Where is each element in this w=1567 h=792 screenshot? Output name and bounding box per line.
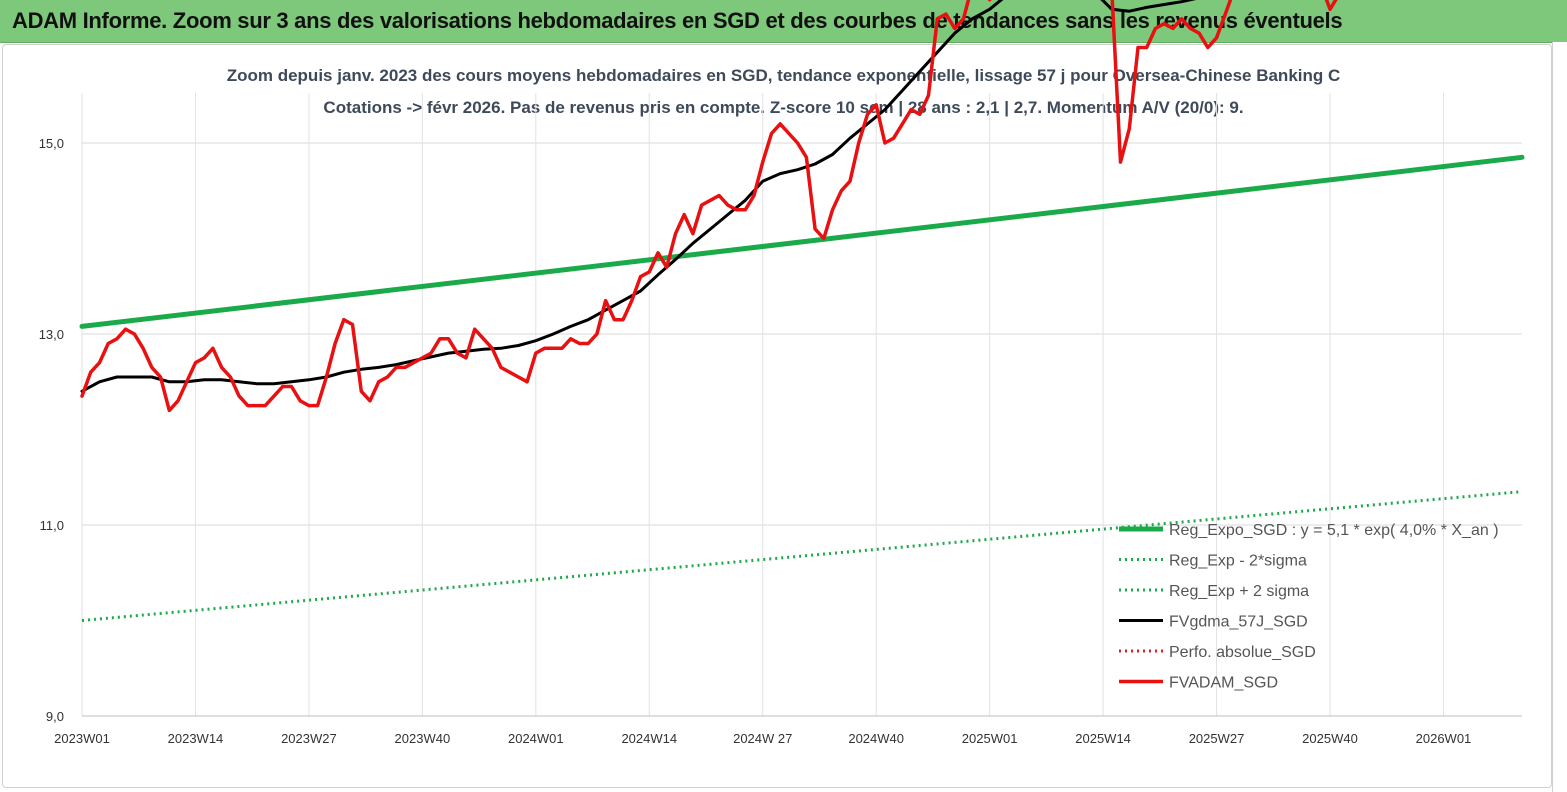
x-tick-label: 2023W40 (395, 731, 451, 746)
x-tick-label: 2025W14 (1075, 731, 1131, 746)
series-line (79, 154, 1525, 329)
series-line (80, 0, 1338, 413)
chart-grid (81, 93, 1522, 717)
report-banner: ADAM Informe. Zoom sur 3 ans des valoris… (0, 0, 1567, 43)
series-line (81, 490, 1523, 622)
y-tick-label: 15,0 (39, 136, 64, 151)
chart-legend: Reg_Expo_SGD : y = 5,1 * exp( 4,0% * X_a… (1119, 522, 1499, 692)
series-line (80, 0, 1197, 393)
legend-label: Reg_Exp + 2 sigma (1169, 583, 1309, 600)
x-axis-ticks: 2023W01 2023W14 2023W27 2023W40 2024W01 2024W… (54, 731, 1471, 746)
legend-label: Reg_Expo_SGD : y = 5,1 * exp( 4,0% * X_a… (1169, 522, 1499, 539)
chart-title: Zoom depuis janv. 2023 des cours moyens … (226, 66, 1341, 85)
y-tick-label: 11,0 (40, 518, 64, 533)
x-tick-label: 2024W 27 (733, 731, 792, 746)
y-tick-label: 13,0 (39, 327, 64, 342)
legend-label: Perfo. absolue_SGD (1169, 644, 1316, 661)
x-tick-label: 2023W27 (281, 731, 337, 746)
y-tick-label: 9,0 (46, 709, 64, 724)
x-tick-label: 2025W40 (1302, 731, 1358, 746)
legend-label: FVgdma_57J_SGD (1169, 614, 1308, 631)
x-tick-label: 2024W01 (508, 731, 564, 746)
x-tick-label: 2024W40 (848, 731, 904, 746)
chart-frame (2, 44, 1552, 788)
legend-label: FVADAM_SGD (1169, 675, 1278, 692)
legend-label: Reg_Exp - 2*sigma (1169, 553, 1307, 570)
x-tick-label: 2023W01 (54, 731, 110, 746)
chart-series (79, 0, 1525, 622)
report-title: ADAM Informe. Zoom sur 3 ans des valoris… (12, 8, 1343, 33)
x-tick-label: 2023W14 (168, 731, 224, 746)
window-edge (1552, 42, 1567, 792)
y-axis-ticks: 9,011,013,015,017,019,021,0 (39, 136, 64, 724)
x-tick-label: 2026W01 (1416, 731, 1472, 746)
x-tick-label: 2025W27 (1189, 731, 1245, 746)
x-tick-label: 2025W01 (962, 731, 1018, 746)
x-tick-label: 2024W14 (621, 731, 677, 746)
chart-subtitle: Cotations -> févr 2026. Pas de revenus p… (323, 98, 1244, 117)
